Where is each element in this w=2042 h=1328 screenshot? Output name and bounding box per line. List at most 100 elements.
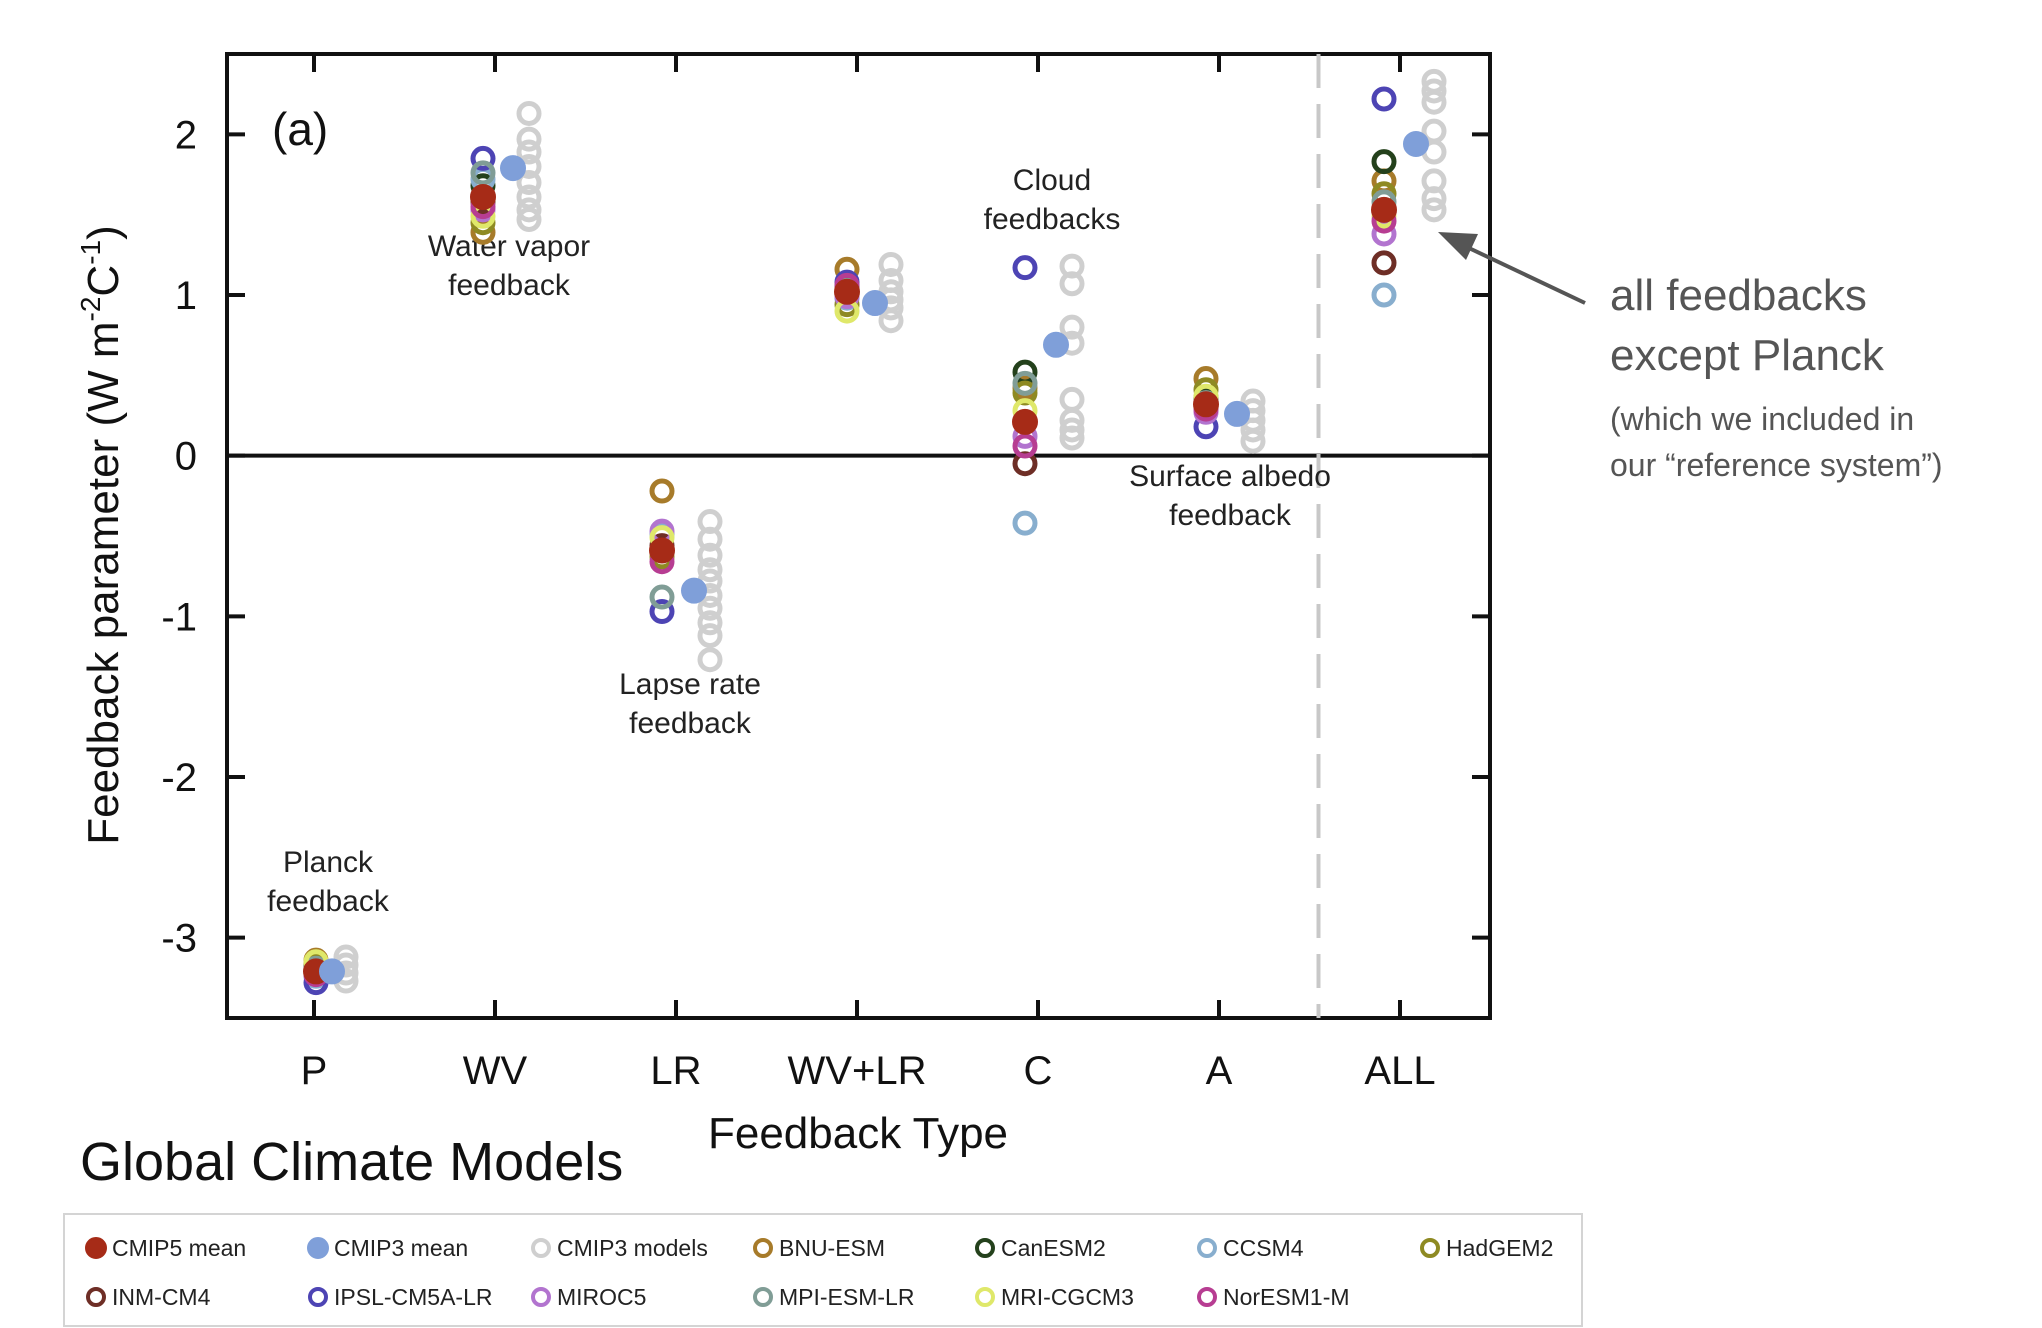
y-axis-title-mid: C bbox=[79, 265, 128, 297]
y-tick-label: 1 bbox=[175, 274, 197, 318]
legend-item-ipsl-cm5a-lr: IPSL-CM5A-LR bbox=[308, 1284, 492, 1310]
legend-label: CMIP5 mean bbox=[112, 1235, 246, 1261]
y-axis-title-main: Feedback parameter (W m bbox=[79, 321, 128, 844]
legend-title: Global Climate Models bbox=[80, 1132, 623, 1192]
cmip3-model-point bbox=[516, 139, 542, 165]
y-axis-title-sup1: -2 bbox=[75, 297, 106, 322]
cmip3-model-point bbox=[697, 623, 723, 649]
legend-label: MPI-ESM-LR bbox=[779, 1284, 914, 1310]
cmip3-model-point bbox=[1240, 417, 1266, 443]
y-axis-title: Feedback parameter (W m-2C-1) bbox=[75, 225, 128, 845]
x-tick-label: WV+LR bbox=[788, 1049, 927, 1093]
cmip3-model-point bbox=[1421, 89, 1447, 115]
model-point-ccsm4 bbox=[1012, 510, 1038, 536]
legend-label: NorESM1-M bbox=[1223, 1284, 1350, 1310]
cmip3-mean-point bbox=[500, 155, 526, 182]
y-tick-label: -1 bbox=[161, 595, 197, 639]
legend-marker bbox=[308, 1287, 328, 1307]
cmip3-model-point bbox=[697, 595, 723, 621]
legend-item-miroc5: MIROC5 bbox=[531, 1284, 646, 1310]
x-tick-label: P bbox=[301, 1049, 328, 1093]
cmip3-model-point bbox=[1421, 78, 1447, 104]
model-point-inm-cm4 bbox=[1371, 250, 1397, 276]
legend-item-mpi-esm-lr: MPI-ESM-LR bbox=[753, 1284, 914, 1310]
annotation: all feedbacks except Planck (which we in… bbox=[1438, 232, 1943, 483]
model-point-noresm1-m bbox=[1012, 433, 1038, 459]
model-point-ipsl-cm5a-lr bbox=[649, 599, 675, 625]
legend-item-hadgem2: HadGEM2 bbox=[1420, 1235, 1553, 1261]
legend-label: INM-CM4 bbox=[112, 1284, 211, 1310]
cmip3-model-point bbox=[1059, 271, 1085, 297]
y-axis-title-sup2: -1 bbox=[75, 240, 106, 265]
cmip3-model-point bbox=[516, 100, 542, 126]
plot-area: -3 -2 -1 0 1 2 P WV LR WV+LR C A ALL Planck feedback Wa… bbox=[161, 52, 1492, 1093]
legend-box bbox=[63, 1213, 1583, 1327]
x-tick-label: C bbox=[1024, 1049, 1053, 1093]
cmip3-model-point bbox=[1421, 197, 1447, 223]
legend-label: MRI-CGCM3 bbox=[1001, 1284, 1134, 1310]
group-label: feedbacks bbox=[984, 203, 1121, 236]
cmip3-mean-point bbox=[1224, 400, 1250, 427]
cmip3-model-point bbox=[1059, 386, 1085, 412]
legend-item-cmip3-mean: CMIP3 mean bbox=[307, 1235, 468, 1261]
legend-marker bbox=[1197, 1287, 1217, 1307]
cmip3-model-point bbox=[516, 126, 542, 152]
y-axis-title-end: ) bbox=[79, 225, 128, 240]
legend-marker bbox=[1420, 1238, 1440, 1258]
cmip5-mean-point bbox=[649, 537, 675, 564]
legend-item-cmip5-mean: CMIP5 mean bbox=[85, 1235, 246, 1261]
legend-item-mri-cgcm3: MRI-CGCM3 bbox=[975, 1284, 1134, 1310]
group-label: Water vapor bbox=[428, 230, 590, 263]
legend-label: HadGEM2 bbox=[1446, 1235, 1553, 1261]
annotation-arrow-line bbox=[1451, 238, 1586, 305]
model-point-ipsl-cm5a-lr bbox=[470, 145, 496, 171]
cmip5-mean-point bbox=[1193, 391, 1219, 418]
model-point-bnu-esm bbox=[649, 478, 675, 504]
cmip5-mean-point bbox=[834, 278, 860, 305]
legend-label: MIROC5 bbox=[557, 1284, 646, 1310]
group-label: feedback bbox=[629, 707, 752, 740]
legend-item-bnu-esm: BNU-ESM bbox=[753, 1235, 885, 1261]
x-tick-label: LR bbox=[650, 1049, 701, 1093]
cmip3-model-point bbox=[516, 206, 542, 232]
cmip3-mean-point bbox=[1403, 130, 1429, 157]
legend-label: BNU-ESM bbox=[779, 1235, 885, 1261]
group-label: feedback bbox=[448, 269, 571, 302]
cmip3-model-point bbox=[1059, 425, 1085, 451]
cmip3-mean-point bbox=[862, 290, 888, 317]
legend-item-ccsm4: CCSM4 bbox=[1197, 1235, 1304, 1261]
cmip5-mean-point bbox=[1371, 196, 1397, 223]
panel-label: (a) bbox=[272, 103, 328, 155]
model-point-ipsl-cm5a-lr bbox=[1371, 86, 1397, 112]
x-tick-label: A bbox=[1206, 1049, 1233, 1093]
cmip3-mean-point bbox=[681, 577, 707, 604]
cmip3-model-point bbox=[697, 557, 723, 583]
cmip3-model-point bbox=[1421, 186, 1447, 212]
group-label: feedback bbox=[1169, 499, 1292, 532]
model-point-mpi-esm-lr bbox=[1012, 370, 1038, 396]
legend-marker bbox=[531, 1238, 551, 1258]
legend-marker bbox=[975, 1238, 995, 1258]
legend-marker bbox=[531, 1287, 551, 1307]
legend-label: CCSM4 bbox=[1223, 1235, 1304, 1261]
group-label: feedback bbox=[267, 885, 390, 918]
plot-frame bbox=[225, 52, 1492, 1020]
legend-item-cmip3-models: CMIP3 models bbox=[531, 1235, 708, 1261]
cmip3-model-point bbox=[1059, 314, 1085, 340]
legend-marker bbox=[85, 1237, 107, 1259]
cmip3-model-point bbox=[516, 170, 542, 196]
cmip3-model-point bbox=[697, 647, 723, 673]
legend-item-canesm2: CanESM2 bbox=[975, 1235, 1106, 1261]
legend-label: CMIP3 mean bbox=[334, 1235, 468, 1261]
legend-marker bbox=[753, 1287, 773, 1307]
legend: CMIP5 mean CMIP3 mean CMIP3 models BNU-ESM C… bbox=[85, 1235, 1553, 1310]
legend-marker bbox=[307, 1237, 329, 1259]
cmip3-mean-point bbox=[1043, 331, 1069, 358]
model-point-canesm2 bbox=[1371, 149, 1397, 175]
x-axis-title: Feedback Type bbox=[708, 1109, 1008, 1158]
y-tick-label: -3 bbox=[161, 917, 197, 961]
legend-marker bbox=[1197, 1238, 1217, 1258]
cmip5-mean-point bbox=[470, 183, 496, 210]
group-label: Surface albedo bbox=[1129, 460, 1331, 493]
